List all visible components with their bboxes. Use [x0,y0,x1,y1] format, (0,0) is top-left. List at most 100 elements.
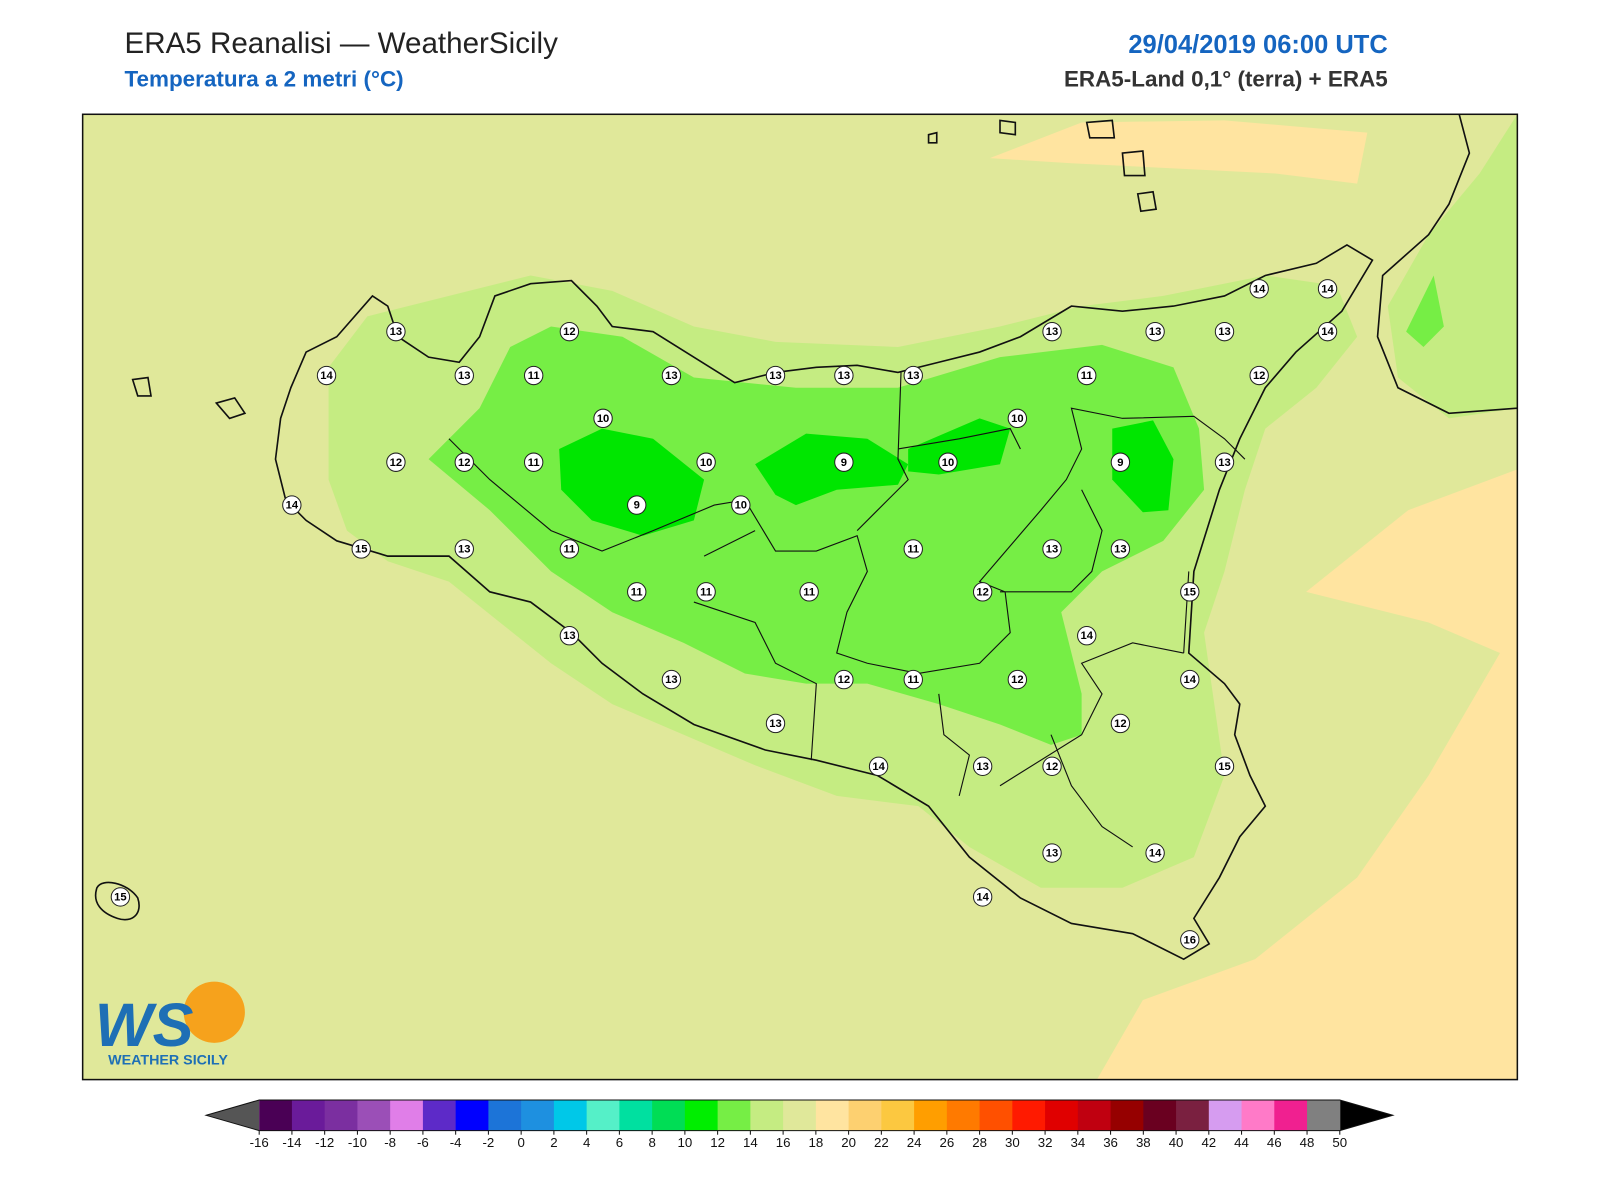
colorbar-tick-label: 38 [1136,1135,1151,1150]
station-marker [627,495,647,515]
station-marker [1145,843,1165,863]
station-marker [903,669,923,690]
station-value: 13 [1218,326,1230,338]
colorbar-swatch [1077,1100,1112,1131]
station-value: 11 [803,586,815,598]
station-value: 13 [838,370,850,382]
station-marker [523,365,544,386]
station-value: 13 [458,543,470,555]
station-marker [696,452,716,472]
colorbar-tick-label: 46 [1267,1135,1282,1150]
colorbar-swatch [1307,1100,1341,1131]
subtitle: Temperatura a 2 metri (°C) [124,67,403,92]
station-value: 12 [563,326,575,338]
colorbar-swatch [815,1100,850,1131]
logo: WS WEATHER SICILY [95,981,245,1068]
colorbar-swatch [684,1100,719,1131]
station-value: 15 [355,543,367,555]
colorbar-tick-label: 24 [907,1135,922,1150]
station-value: 14 [286,500,299,512]
station-marker [1317,321,1338,342]
station-marker [282,495,302,515]
station-marker [696,582,716,602]
station-value: 10 [942,457,954,469]
station-value: 13 [665,370,677,382]
station-marker [316,365,337,386]
colorbar-swatch [1012,1100,1046,1131]
colorbar-tick-label: 2 [550,1135,557,1150]
colorbar-tick-label: 20 [841,1135,856,1150]
station-marker [903,365,923,386]
colorbar-tick-label: -10 [348,1135,367,1150]
cold-core [559,428,705,536]
colorbar-tick-label: 26 [939,1135,954,1150]
colorbar-tick-label: 10 [678,1135,693,1150]
station-value: 13 [1114,543,1126,555]
colorbar-tick-label: 50 [1332,1135,1347,1150]
station-marker [1214,452,1235,472]
station-marker [661,669,682,690]
cool-area [1406,275,1444,347]
station-marker [523,452,544,472]
station-value: 10 [1011,413,1023,425]
islands [94,119,1158,921]
station-value: 10 [735,500,747,512]
station-value: 13 [458,370,470,382]
station-marker [903,539,923,559]
colorbar-tick-label: 18 [808,1135,823,1150]
colorbar-swatch [357,1100,391,1131]
station-value: 13 [1046,326,1058,338]
station-marker [1042,756,1062,777]
colorbar-over [1339,1100,1393,1131]
colorbar-tick-label: 36 [1103,1135,1118,1150]
station-value: 13 [1149,326,1161,338]
station-value: 11 [528,370,540,382]
logo-sun [183,981,245,1043]
colorbar-tick-label: -2 [483,1135,495,1150]
station-value: 14 [1184,674,1197,686]
colorbar-tick-label: 34 [1070,1135,1085,1150]
station-marker [972,756,993,777]
station-marker [765,365,786,386]
station-marker [386,321,406,342]
station-value: 13 [769,718,781,730]
colorbar-swatch [750,1100,784,1131]
station-value: 13 [563,630,575,642]
station-value: 13 [769,370,781,382]
station-marker [559,321,580,342]
station-value: 9 [1117,457,1123,469]
station-value: 12 [976,586,988,598]
logo-mark: WS [95,991,194,1059]
colorbar-tick-label: 16 [776,1135,791,1150]
colorbar-swatch [324,1100,358,1131]
colorbar-swatch [881,1100,915,1131]
station-value: 10 [700,457,712,469]
colorbar-swatch [619,1100,653,1131]
colorbar-tick-label: 4 [583,1135,590,1150]
mild-area [428,326,1205,745]
colorbar-swatch [1241,1100,1275,1131]
station-marker [938,452,958,472]
colorbar-tick-label: 44 [1234,1135,1249,1150]
station-marker [731,495,751,515]
colorbar-swatch [1045,1100,1079,1131]
station-value: 12 [1046,761,1058,773]
station-value: 14 [320,370,333,382]
station-marker [765,713,786,734]
colorbar-tick-label: 14 [743,1135,758,1150]
station-value: 9 [634,500,640,512]
station-marker [454,365,474,386]
station-value: 15 [114,891,126,903]
station-marker [593,408,613,429]
station-marker [1110,539,1131,559]
colorbar-tick-label: -14 [282,1135,301,1150]
colorbar-tick-label: -12 [315,1135,334,1150]
colorbar-swatch [553,1100,588,1131]
station-value: 14 [1080,630,1093,642]
colorbar-swatch [848,1100,882,1131]
station-value: 14 [976,891,989,903]
cold-core [755,433,909,506]
colorbar-swatch [1274,1100,1308,1131]
colorbar-tick-label: 48 [1300,1135,1315,1150]
station-marker [1249,279,1269,299]
